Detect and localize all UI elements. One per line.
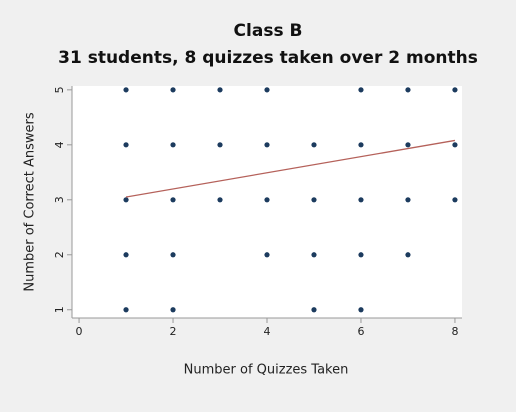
- point: [452, 142, 458, 148]
- y-tick-label: 5: [53, 86, 66, 93]
- chart-title: Class B: [234, 21, 303, 41]
- point: [358, 142, 364, 148]
- point: [311, 307, 317, 313]
- y-tick-label: 4: [53, 141, 66, 148]
- point: [123, 142, 129, 148]
- point: [311, 142, 317, 148]
- point: [170, 87, 176, 93]
- point: [358, 87, 364, 93]
- point: [405, 87, 411, 93]
- point: [217, 197, 223, 203]
- fit-line: [125, 139, 456, 198]
- point: [123, 252, 129, 258]
- x-tick-label: 6: [357, 325, 364, 338]
- point: [452, 87, 458, 93]
- point: [123, 87, 129, 93]
- y-axis-title: Number of Correct Answers: [23, 112, 38, 291]
- point: [358, 252, 364, 258]
- point: [264, 142, 270, 148]
- point: [311, 197, 317, 203]
- point: [170, 252, 176, 258]
- point: [405, 197, 411, 203]
- point: [405, 142, 411, 148]
- point: [217, 142, 223, 148]
- point: [452, 197, 458, 203]
- point: [358, 197, 364, 203]
- point: [123, 197, 129, 203]
- point: [170, 142, 176, 148]
- point: [264, 197, 270, 203]
- x-tick-label: 8: [451, 325, 458, 338]
- point: [170, 307, 176, 313]
- point: [123, 307, 129, 313]
- x-tick-label: 0: [76, 325, 83, 338]
- x-axis-title: Number of Quizzes Taken: [184, 363, 349, 378]
- x-tick-label: 2: [170, 325, 177, 338]
- point: [311, 252, 317, 258]
- point: [264, 87, 270, 93]
- chart-subtitle: 31 students, 8 quizzes taken over 2 mont…: [58, 48, 478, 68]
- point: [217, 87, 223, 93]
- point: [358, 307, 364, 313]
- point: [170, 197, 176, 203]
- point: [264, 252, 270, 258]
- x-tick-label: 4: [264, 325, 271, 338]
- y-tick-label: 3: [53, 196, 66, 203]
- point: [405, 252, 411, 258]
- y-tick-label: 1: [53, 306, 66, 313]
- y-tick-label: 2: [53, 251, 66, 258]
